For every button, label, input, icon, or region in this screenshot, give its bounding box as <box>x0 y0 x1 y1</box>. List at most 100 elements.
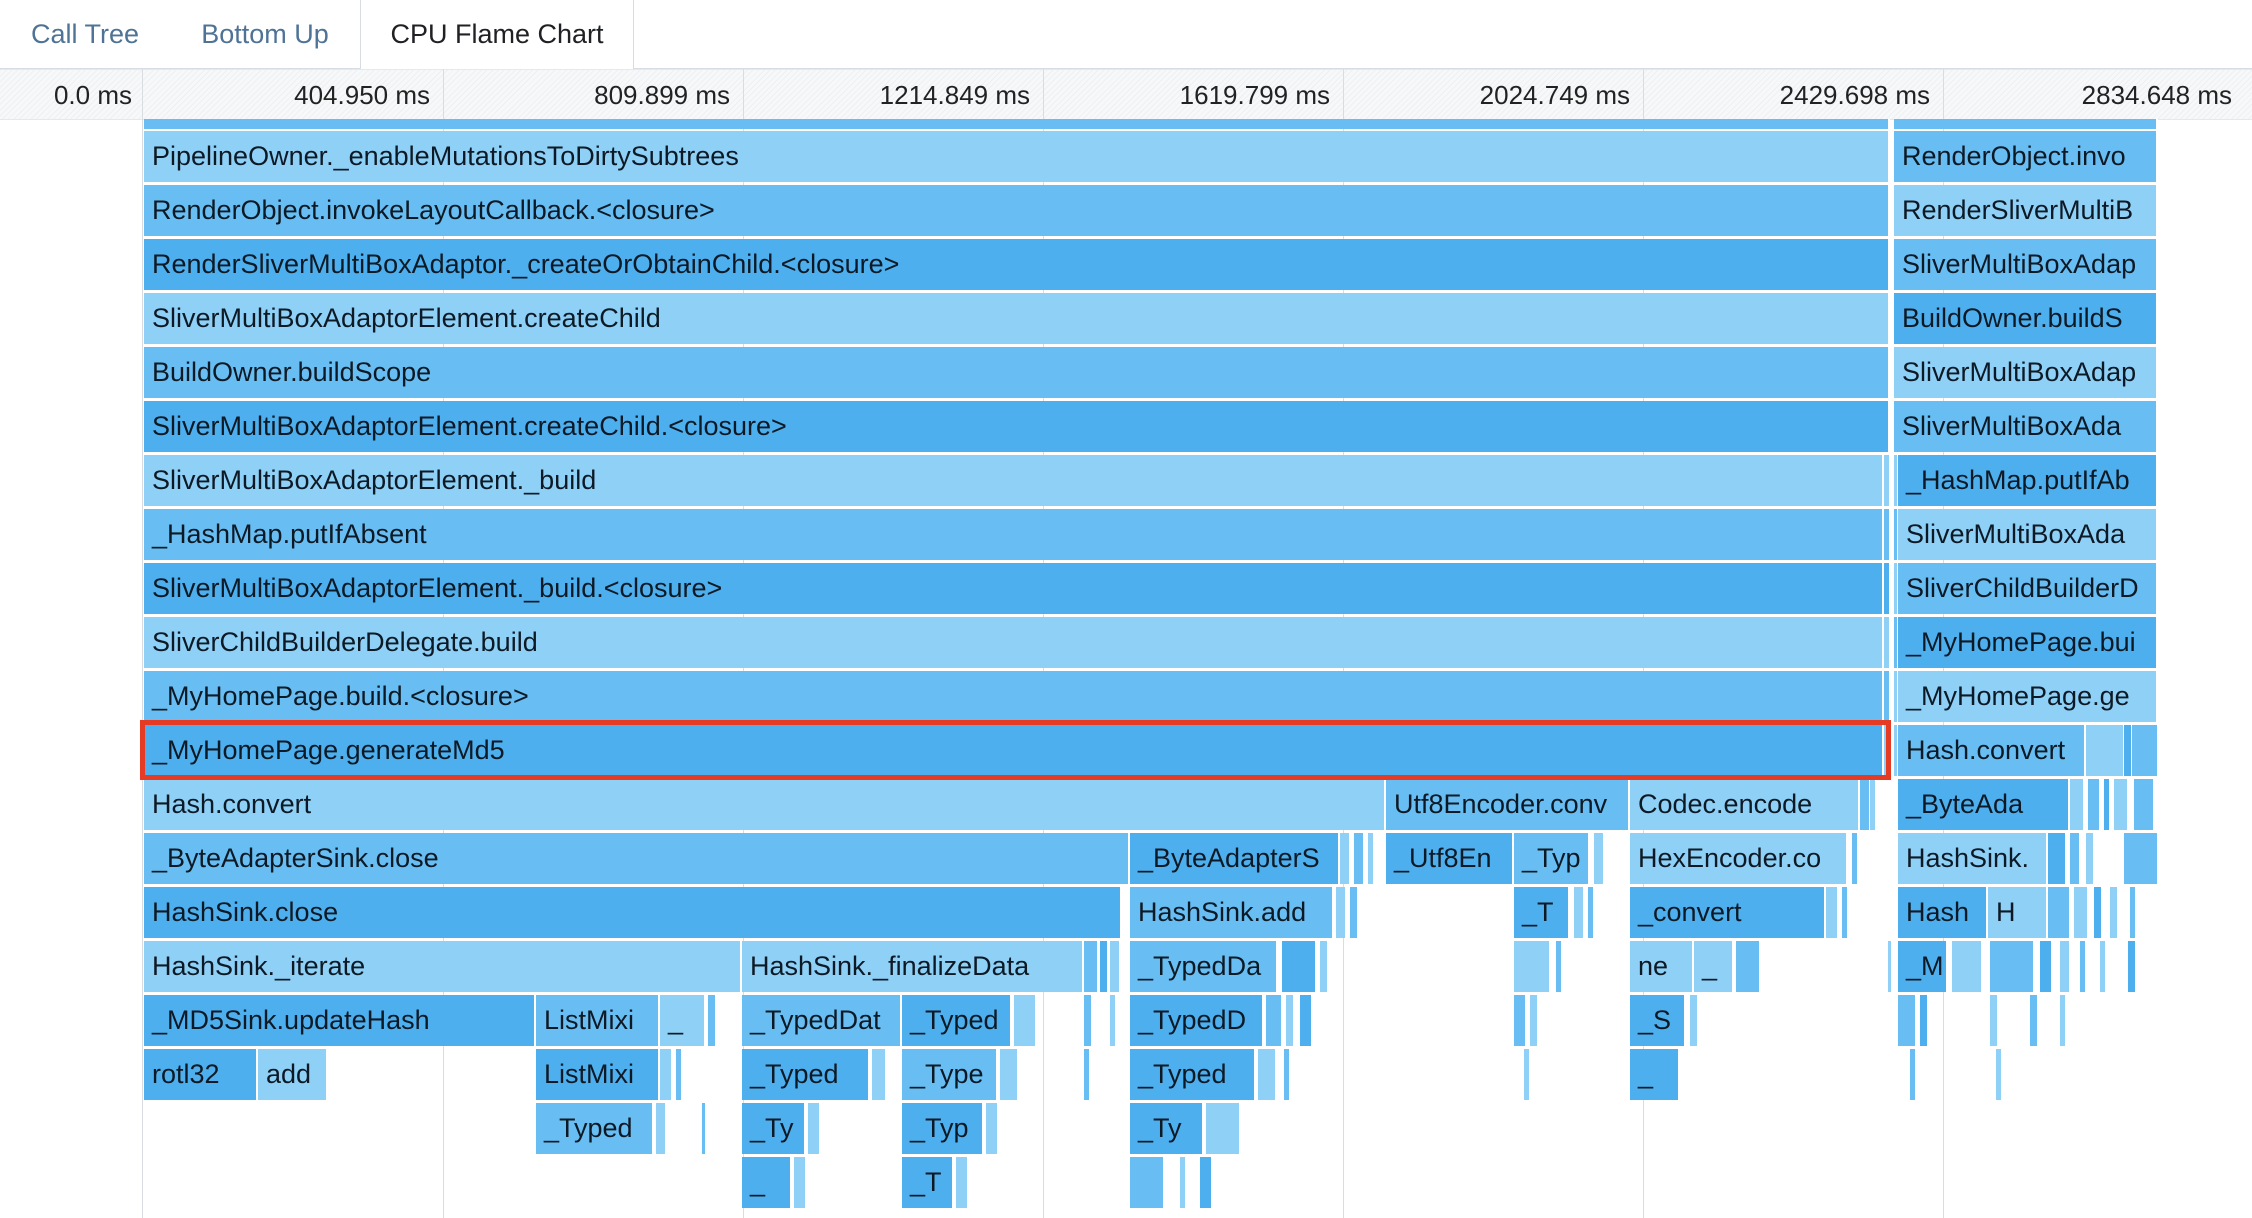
flame-frame[interactable]: HashSink._iterate <box>144 941 742 992</box>
flame-frame[interactable]: Utf8Encoder.conv <box>1386 779 1630 830</box>
flame-frame[interactable]: _Typed <box>742 1049 870 1100</box>
flame-sliver[interactable] <box>1084 995 1092 1046</box>
flame-sliver[interactable] <box>1736 941 1760 992</box>
flame-sliver[interactable] <box>1884 455 1890 506</box>
flame-frame[interactable]: SliverMultiBoxAdap <box>1894 239 2158 290</box>
flame-sliver[interactable] <box>1894 455 1898 506</box>
flame-sliver[interactable] <box>1110 995 1116 1046</box>
flame-sliver[interactable] <box>1110 941 1120 992</box>
flame-frame[interactable]: _ByteAda <box>1898 779 2070 830</box>
flame-frame[interactable]: _Utf8En <box>1386 833 1514 884</box>
tab-bottom-up[interactable]: Bottom Up <box>201 19 329 49</box>
flame-sliver[interactable] <box>1894 509 1898 560</box>
flame-sliver[interactable] <box>1350 887 1358 938</box>
flame-frame[interactable]: SliverMultiBoxAdaptorElement.createChild <box>144 293 1890 344</box>
flame-frame[interactable]: _Ty <box>742 1103 806 1154</box>
flame-sliver[interactable] <box>2128 941 2136 992</box>
flame-frame[interactable]: SliverMultiBoxAdaptorElement._build <box>144 455 1884 506</box>
flame-sliver[interactable] <box>1894 671 1898 722</box>
flame-sliver[interactable] <box>1588 887 1594 938</box>
flame-sliver[interactable] <box>656 1103 666 1154</box>
flame-sliver[interactable] <box>1368 833 1374 884</box>
flame-frame[interactable]: SliverChildBuilderDelegate.build <box>144 617 1884 668</box>
flame-sliver[interactable] <box>2088 779 2100 830</box>
flame-frame[interactable]: _Typed <box>536 1103 654 1154</box>
flame-frame[interactable]: _TypedD <box>1130 995 1264 1046</box>
flame-frame[interactable]: SliverMultiBoxAdap <box>1894 347 2158 398</box>
flame-sliver[interactable] <box>1894 563 1898 614</box>
flame-sliver[interactable] <box>1300 995 1312 1046</box>
flame-sliver[interactable] <box>1284 1049 1290 1100</box>
flame-sliver[interactable] <box>1100 941 1108 992</box>
flame-frame[interactable]: _Type <box>902 1049 998 1100</box>
flame-frame[interactable]: H <box>1988 887 2048 938</box>
flame-sliver[interactable] <box>1852 833 1858 884</box>
flame-sliver[interactable] <box>1990 995 1998 1046</box>
flame-sliver[interactable] <box>2048 887 2070 938</box>
flame-frame[interactable]: rotl32 <box>144 1049 258 1100</box>
flame-frame[interactable]: PipelineOwner._enableMutationsToDirtySub… <box>144 131 1890 182</box>
flame-sliver[interactable] <box>660 1049 672 1100</box>
flame-frame[interactable]: _T <box>1514 887 1570 938</box>
flame-sliver[interactable] <box>986 1103 998 1154</box>
flame-frame[interactable]: SliverMultiBoxAdaptorElement._build.<clo… <box>144 563 1884 614</box>
flame-sliver[interactable] <box>1870 779 1876 830</box>
flame-sliver[interactable] <box>2114 779 2128 830</box>
flame-sliver[interactable] <box>2132 725 2158 776</box>
flame-sliver[interactable] <box>1894 617 1898 668</box>
flame-sliver[interactable] <box>1884 509 1890 560</box>
flame-sliver[interactable] <box>1014 995 1036 1046</box>
flame-frame[interactable]: _ByteAdapterSink.close <box>144 833 1130 884</box>
flame-sliver[interactable] <box>1320 941 1328 992</box>
flame-sliver[interactable] <box>1884 617 1890 668</box>
flame-sliver[interactable] <box>1842 887 1848 938</box>
flame-sliver[interactable] <box>2130 887 2136 938</box>
flame-sliver[interactable] <box>2060 995 2066 1046</box>
flame-sliver[interactable] <box>1894 725 1898 776</box>
flame-sliver[interactable] <box>2100 941 2106 992</box>
flame-frame[interactable]: _MyHomePage.bui <box>1898 617 2158 668</box>
flame-sliver[interactable] <box>1594 833 1604 884</box>
flame-sliver[interactable] <box>1860 779 1870 830</box>
flame-frame[interactable]: _MyHomePage.build.<closure> <box>144 671 1884 722</box>
flame-sliver[interactable] <box>1282 941 1316 992</box>
flame-sliver[interactable] <box>2124 725 2132 776</box>
flame-sliver[interactable] <box>1286 995 1294 1046</box>
flame-frame[interactable]: BuildOwner.buildS <box>1894 293 2158 344</box>
flame-frame[interactable]: ne <box>1630 941 1694 992</box>
flame-sliver[interactable] <box>808 1103 820 1154</box>
flame-sliver[interactable] <box>2086 833 2094 884</box>
flame-frame[interactable]: _MD5Sink.updateHash <box>144 995 536 1046</box>
flame-frame[interactable]: _MyHomePage.ge <box>1898 671 2158 722</box>
flame-sliver[interactable] <box>1524 1049 1530 1100</box>
flame-sliver[interactable] <box>1084 941 1098 992</box>
flame-sliver[interactable] <box>1952 941 1982 992</box>
flame-frame[interactable]: _TypedDa <box>1130 941 1278 992</box>
flame-sliver[interactable] <box>1910 1049 1916 1100</box>
flame-sliver[interactable] <box>2080 941 2086 992</box>
flame-frame[interactable]: SliverMultiBoxAda <box>1894 401 2158 452</box>
flame-sliver[interactable] <box>1206 1103 1240 1154</box>
flame-chart[interactable]: 0.0 ms 404.950 ms 809.899 ms 1214.849 ms… <box>0 69 2252 1218</box>
flame-frame[interactable]: _S <box>1630 995 1686 1046</box>
flame-frame[interactable]: _Typed <box>1130 1049 1256 1100</box>
flame-frame[interactable] <box>144 119 1890 129</box>
flame-sliver[interactable] <box>1084 1049 1090 1100</box>
flame-frame[interactable]: _ <box>1630 1049 1680 1100</box>
flame-frame[interactable]: RenderSliverMultiBoxAdaptor._createOrObt… <box>144 239 1890 290</box>
flame-sliver[interactable] <box>2048 833 2066 884</box>
tab-call-tree[interactable]: Call Tree <box>30 19 140 49</box>
flame-frame[interactable]: ListMixi <box>536 1049 660 1100</box>
flame-sliver[interactable] <box>1574 887 1584 938</box>
flame-sliver[interactable] <box>1996 1049 2002 1100</box>
flame-frame[interactable]: _ <box>660 995 706 1046</box>
flame-frame[interactable]: SliverMultiBoxAda <box>1898 509 2158 560</box>
flame-frame[interactable]: HashSink._finalizeData <box>742 941 1084 992</box>
flame-sliver[interactable] <box>956 1157 968 1208</box>
flame-sliver[interactable] <box>2124 833 2158 884</box>
flame-frame[interactable]: HashSink. <box>1898 833 2048 884</box>
flame-frame[interactable]: HexEncoder.co <box>1630 833 1848 884</box>
flame-frame[interactable]: _Typ <box>1514 833 1590 884</box>
flame-frame[interactable]: add <box>258 1049 328 1100</box>
flame-sliver[interactable] <box>1266 995 1282 1046</box>
